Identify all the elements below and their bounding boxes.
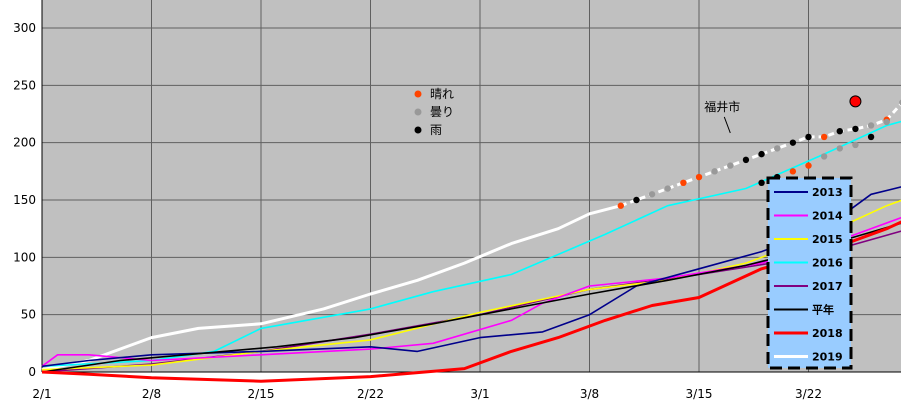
x-tick-label: 2/8 <box>142 387 161 401</box>
legend-label: 2017 <box>812 280 843 293</box>
series-line-平年 <box>41 222 901 373</box>
legend-label: 2016 <box>812 257 843 270</box>
x-tick-label: 2/1 <box>32 387 51 401</box>
y-tick-label: 100 <box>13 250 36 264</box>
weather-point <box>711 168 718 175</box>
weather-point <box>805 133 812 141</box>
weather-point <box>758 150 765 158</box>
weather-point <box>836 145 843 152</box>
weather-legend-label: 晴れ <box>430 87 454 101</box>
weather-point <box>836 128 843 135</box>
weather-point <box>805 162 812 169</box>
weather-point <box>867 133 875 141</box>
y-tick-label: 250 <box>13 78 36 92</box>
annotation-label: 福井市 <box>704 99 740 114</box>
weather-point <box>648 191 656 198</box>
weather-point <box>789 168 797 175</box>
legend-label: 平年 <box>812 303 834 317</box>
x-tick-label: 3/8 <box>580 387 599 401</box>
marker-point <box>849 95 862 108</box>
weather-point <box>820 133 828 141</box>
legend-label: 2013 <box>812 186 843 199</box>
weather-point <box>867 122 875 129</box>
weather-legend-dot <box>414 90 422 98</box>
y-tick-label: 150 <box>13 193 36 207</box>
weather-point <box>883 118 890 126</box>
weather-point <box>633 196 640 204</box>
weather-point <box>727 162 734 169</box>
x-tick-label: 2/15 <box>248 387 275 401</box>
series-line-2016 <box>41 120 901 368</box>
y-tick-label: 300 <box>13 21 36 35</box>
weather-point <box>617 202 624 209</box>
x-tick-label: 3/1 <box>470 387 489 401</box>
series-line-2013 <box>41 186 901 368</box>
weather-legend-label: 雨 <box>430 123 442 137</box>
x-tick-label: 2/22 <box>357 387 384 401</box>
weather-point <box>774 145 781 152</box>
plot-area <box>42 0 901 372</box>
y-tick-label: 50 <box>21 308 36 322</box>
weather-point <box>758 179 765 186</box>
weather-point <box>789 139 797 146</box>
series-line-2018 <box>41 220 901 383</box>
annotation-arrow <box>723 116 731 134</box>
weather-point <box>680 179 687 186</box>
x-tick-label: 3/15 <box>686 387 713 401</box>
legend-label: 2015 <box>812 233 843 246</box>
series-line-2019 <box>41 204 622 372</box>
legend-label: 2018 <box>812 327 843 340</box>
weather-legend-dot <box>414 126 422 134</box>
weather-point <box>664 185 671 192</box>
weather-point <box>852 141 859 149</box>
legend-label: 2019 <box>812 351 843 364</box>
track-line <box>620 101 901 208</box>
weather-legend-label: 曇り <box>430 105 454 119</box>
series-line-2014 <box>41 216 901 367</box>
x-tick-label: 3/22 <box>795 387 822 401</box>
weather-point <box>852 125 859 133</box>
y-tick-label: 0 <box>28 365 36 379</box>
weather-point <box>820 153 828 160</box>
weather-legend-dot <box>414 108 422 116</box>
weather-point <box>742 156 750 164</box>
legend-box <box>766 176 853 370</box>
legend-label: 2014 <box>812 210 843 223</box>
y-tick-label: 200 <box>13 136 36 150</box>
weather-point <box>695 173 703 181</box>
